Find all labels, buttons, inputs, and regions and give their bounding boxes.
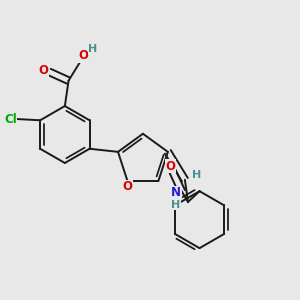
Text: O: O [122,180,133,193]
Text: Cl: Cl [4,112,17,125]
Text: O: O [79,49,89,62]
Text: H: H [88,44,97,54]
Text: O: O [165,160,175,172]
Text: N: N [171,186,181,199]
Text: O: O [39,64,49,76]
Text: H: H [171,200,181,210]
Text: H: H [192,170,201,180]
